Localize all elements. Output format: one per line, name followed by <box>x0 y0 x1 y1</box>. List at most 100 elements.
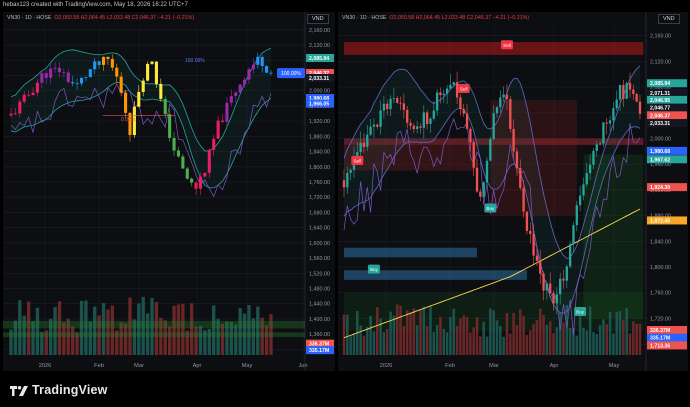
candle-body <box>588 164 592 174</box>
volume-bar <box>128 297 132 355</box>
candle-body <box>439 92 442 96</box>
candle-body <box>207 149 211 173</box>
volume-bar <box>465 317 469 355</box>
candle-body <box>465 113 469 129</box>
volume-bar <box>425 326 429 355</box>
volume-bar <box>375 307 379 355</box>
y-tick-label: 1,760.00 <box>309 180 330 186</box>
volume-bar <box>415 325 419 355</box>
candle-body <box>141 80 145 92</box>
right-chart-canvas[interactable]: 2,160.002,120.002,080.002,040.002,000.00… <box>338 12 688 371</box>
left-chart-pane[interactable]: 2,160.002,120.002,080.002,040.002,000.00… <box>3 12 335 371</box>
volume-bar <box>269 314 273 355</box>
candle-body <box>429 118 432 125</box>
candle-body <box>392 98 396 99</box>
right-high: H2,064.45 <box>415 15 441 21</box>
y-tick-label: 1,680.00 <box>309 210 330 216</box>
candle-body <box>455 82 459 98</box>
volume-bar <box>238 308 242 355</box>
signal-label: Buy <box>486 206 495 211</box>
price-tag-label: 2,085.94 <box>650 81 670 87</box>
y-tick-label: 1,360.00 <box>309 332 330 338</box>
x-tick-label: Mar <box>489 363 499 369</box>
right-currency-badge[interactable]: VND <box>658 14 680 24</box>
right-chart-pane[interactable]: 2,160.002,120.002,080.002,040.002,000.00… <box>338 12 688 371</box>
price-tag-label: 336.37M <box>309 342 329 348</box>
candle-body <box>62 72 66 73</box>
volume-bar <box>515 325 519 355</box>
candle-body <box>542 273 545 291</box>
left-low: L2,033.48 <box>106 15 131 21</box>
volume-bar <box>106 309 110 355</box>
price-tag <box>647 216 687 225</box>
volume-bar <box>409 312 412 355</box>
candle-body <box>545 283 549 291</box>
y-tick-label: 1,800.00 <box>650 265 671 271</box>
candle-body <box>432 110 435 119</box>
volume-bar <box>110 305 115 355</box>
candle-body <box>592 150 595 165</box>
volume-bar <box>84 300 88 355</box>
signal-badge <box>351 155 364 165</box>
volume-bar <box>145 313 150 355</box>
volume-bar <box>522 316 525 355</box>
price-tag-label: 336.37M <box>650 328 670 334</box>
volume-bar <box>132 319 137 355</box>
candle-body <box>425 112 429 125</box>
left-chart-canvas[interactable]: 2,160.002,120.002,080.002,040.002,000.00… <box>3 12 335 371</box>
y-tick-label: 1,480.00 <box>309 287 330 293</box>
y-tick-label: 2,160.00 <box>309 28 330 34</box>
zone-box <box>344 42 644 55</box>
candle-body <box>475 167 479 192</box>
oscillator-line <box>343 117 641 336</box>
price-tag-label: 2,046.37 <box>650 113 670 119</box>
right-close: C2,046.37 <box>466 15 492 21</box>
candle-body <box>628 83 632 90</box>
candle-body <box>585 173 588 185</box>
volume-bar <box>615 311 618 355</box>
fib-level-mid-label: 0.00% <box>121 117 136 123</box>
signal-badge <box>484 203 497 213</box>
volume-bar <box>598 325 602 355</box>
candle-body <box>185 168 189 179</box>
candle-body <box>605 122 608 124</box>
candle-body <box>612 108 615 121</box>
candle-body <box>515 151 519 169</box>
zone-box <box>344 247 478 258</box>
volume-bar <box>602 319 605 355</box>
volume-bar <box>519 309 522 355</box>
left-currency-badge[interactable]: VND <box>307 14 329 24</box>
volume-bar <box>445 332 449 355</box>
candle-body <box>539 260 542 274</box>
volume-bar <box>528 330 532 355</box>
volume-bar <box>392 315 396 355</box>
candle-body <box>234 92 238 97</box>
volume-bar <box>588 306 592 355</box>
signal-label: Buy <box>370 267 379 272</box>
candle-body <box>575 205 578 226</box>
tradingview-brand[interactable]: TradingView <box>32 383 108 397</box>
candle-body <box>638 101 642 114</box>
bollinger-fill <box>11 48 271 188</box>
candle-body <box>625 83 628 99</box>
price-tag <box>647 95 687 104</box>
candle-body <box>502 94 505 98</box>
candle-body <box>462 108 465 114</box>
volume-bar <box>592 332 595 355</box>
volume-bar <box>505 313 509 355</box>
y-tick-label: 1,720.00 <box>309 195 330 201</box>
volume-bar <box>449 317 452 355</box>
candle-body <box>243 79 247 85</box>
y-tick-label: 2,000.00 <box>650 136 671 142</box>
volume-bar <box>495 320 499 355</box>
price-tag-label: 1,872.45 <box>650 218 670 224</box>
volume-bar <box>538 308 542 355</box>
volume-bar <box>432 331 436 355</box>
volume-bar <box>638 323 642 355</box>
candle-body <box>369 126 372 135</box>
x-tick-label: 2026 <box>380 363 392 369</box>
volume-bar <box>485 336 489 355</box>
signal-badge <box>574 307 587 317</box>
volume-bar <box>578 311 582 355</box>
volume-bar <box>565 304 569 355</box>
